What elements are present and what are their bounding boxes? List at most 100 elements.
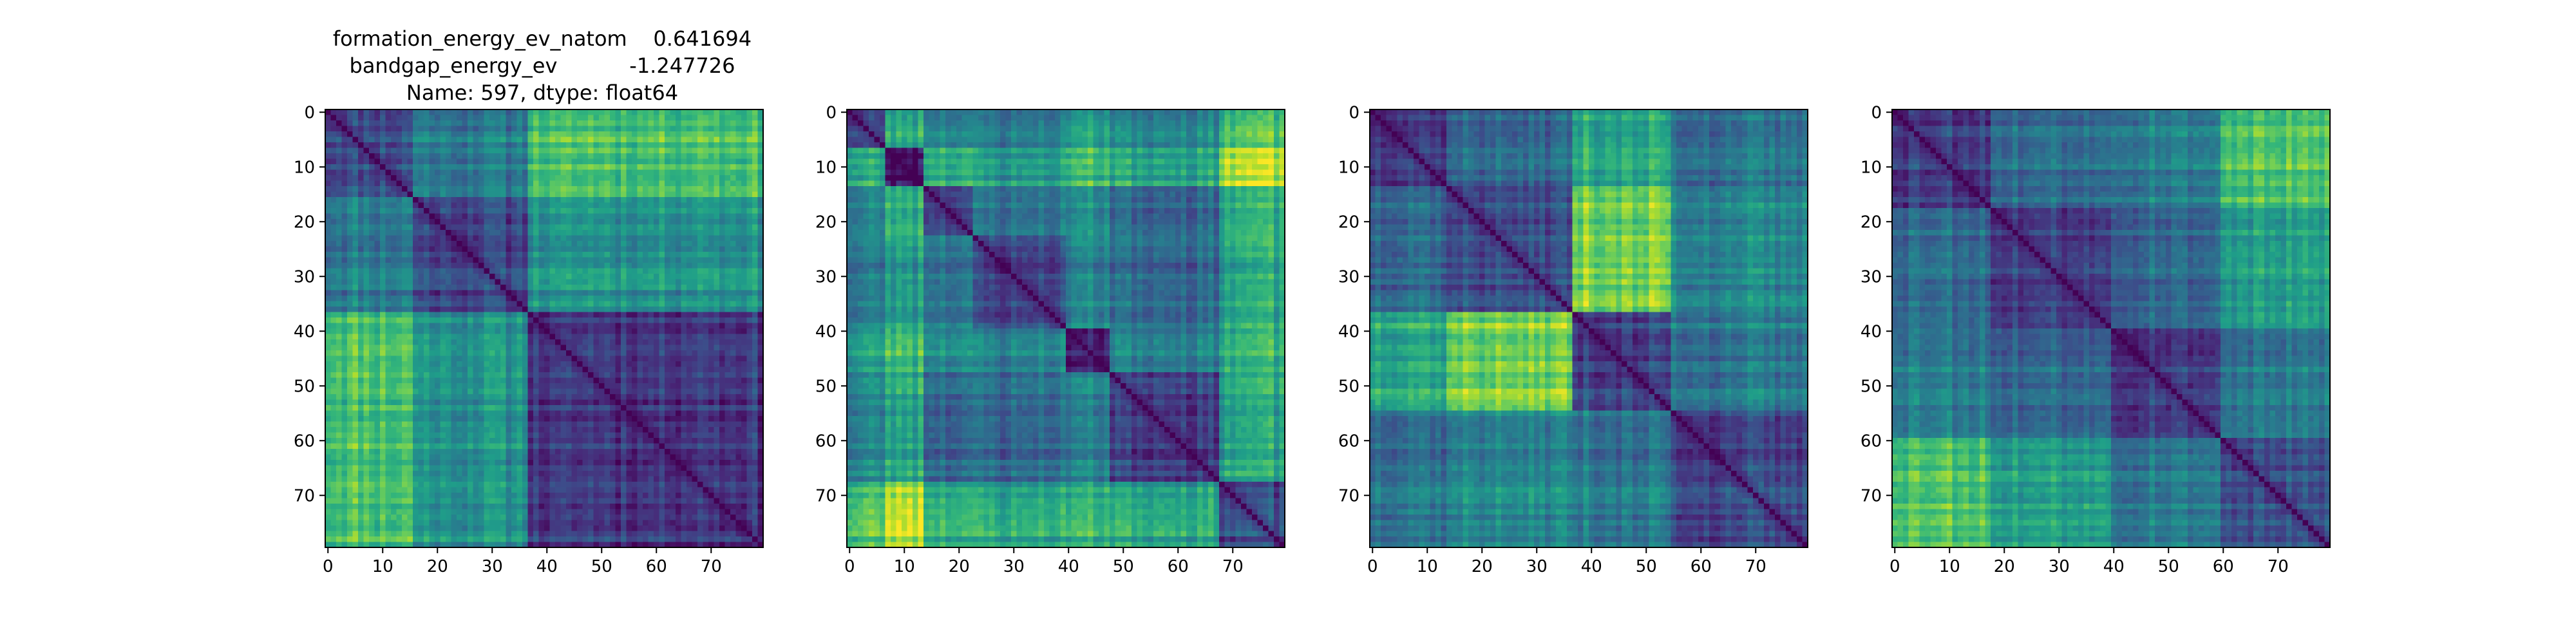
heatmap-cell [522,230,529,236]
heatmap-cell [632,421,638,428]
heatmap-cell [374,394,381,401]
heatmap-cell [741,252,748,258]
heatmap-cell [374,345,381,351]
heatmap-cell [330,296,337,302]
heatmap-cell [424,285,430,291]
heatmap-cell [500,301,507,307]
heatmap-cell [352,147,359,154]
heatmap-cell [654,290,660,296]
heatmap-cell [325,296,332,302]
heatmap-cell [457,126,463,132]
heatmap-cell [549,410,556,417]
heatmap-cell [402,443,408,450]
heatmap-cell [582,257,589,263]
heatmap-cell [516,191,523,198]
heatmap-cell [527,246,534,252]
heatmap-cell [571,186,578,193]
heatmap-cell [703,158,709,165]
heatmap-cell [418,235,424,242]
heatmap-cell [746,438,753,444]
heatmap-cell [703,427,709,433]
heatmap-cell [752,290,759,296]
heatmap-cell [746,241,753,247]
heatmap-cell [604,427,611,433]
heatmap-cell [566,296,573,302]
heatmap-cell [396,208,402,214]
heatmap-cell [648,399,654,406]
heatmap-cell [746,405,753,412]
heatmap-cell [489,120,496,127]
heatmap-cell [687,197,693,204]
heatmap-cell [325,279,332,285]
heatmap-cell [506,147,512,154]
heatmap-cell [396,169,402,176]
heatmap-cell [599,279,605,285]
heatmap-cell [336,301,343,307]
heatmap-cell [604,443,611,450]
heatmap-cell [676,180,682,187]
heatmap-cell [724,421,731,428]
heatmap-cell [714,383,720,390]
heatmap-cell [659,252,665,258]
heatmap-cell [396,410,402,417]
heatmap-cell [610,202,616,209]
heatmap-cell [692,366,698,373]
heatmap-cell [352,164,359,171]
heatmap-cell [473,246,479,252]
heatmap-cell [330,290,337,296]
heatmap-cell [582,285,589,291]
heatmap-cell [468,421,474,428]
heatmap-cell [687,279,693,285]
heatmap-cell [599,394,605,401]
heatmap-cell [577,241,583,247]
heatmap-cell [593,279,600,285]
heatmap-cell [708,394,715,401]
heatmap-cell [473,350,479,357]
heatmap-cell [741,432,748,439]
heatmap-cell [374,180,381,187]
heatmap-cell [511,416,518,422]
heatmap-cell [665,361,671,368]
heatmap-cell [626,164,632,171]
heatmap-cell [533,339,540,346]
heatmap-cell [648,137,654,143]
heatmap-cell [566,334,573,340]
heatmap-cell [604,158,611,165]
heatmap-cell [549,301,556,307]
heatmap-cell [687,274,693,280]
heatmap-cell [566,257,573,263]
heatmap-cell [402,235,408,242]
heatmap-cell [724,366,731,373]
heatmap-cell [330,345,337,351]
heatmap-cell [741,164,748,171]
heatmap-cell [407,312,413,318]
heatmap-cell [549,180,556,187]
heatmap-cell [527,361,534,368]
heatmap-cell [610,191,616,198]
heatmap-cell [752,285,759,291]
heatmap-cells [325,109,764,548]
heatmap-cell [604,142,611,149]
heatmap-cell [473,219,479,225]
heatmap-cell [571,158,578,165]
heatmap-cell [484,115,490,121]
heatmap-cell [369,345,375,351]
heatmap-cell [341,399,348,406]
heatmap-cell [757,361,764,368]
heatmap-cell [495,169,501,176]
heatmap-cell [462,137,468,143]
heatmap-cell [435,427,441,433]
heatmap-cell [424,219,430,225]
heatmap-cell [347,307,354,313]
heatmap-cell [478,230,485,236]
heatmap-cell [347,175,354,182]
heatmap-cell [746,410,753,417]
heatmap-cell [511,339,518,346]
heatmap-cell [692,383,698,390]
heatmap-cell [440,142,446,149]
heatmap-cell [413,328,419,335]
heatmap-cell [687,109,693,116]
heatmap-cell [724,230,731,236]
heatmap-cell [407,307,413,313]
heatmap-cell [746,307,753,313]
